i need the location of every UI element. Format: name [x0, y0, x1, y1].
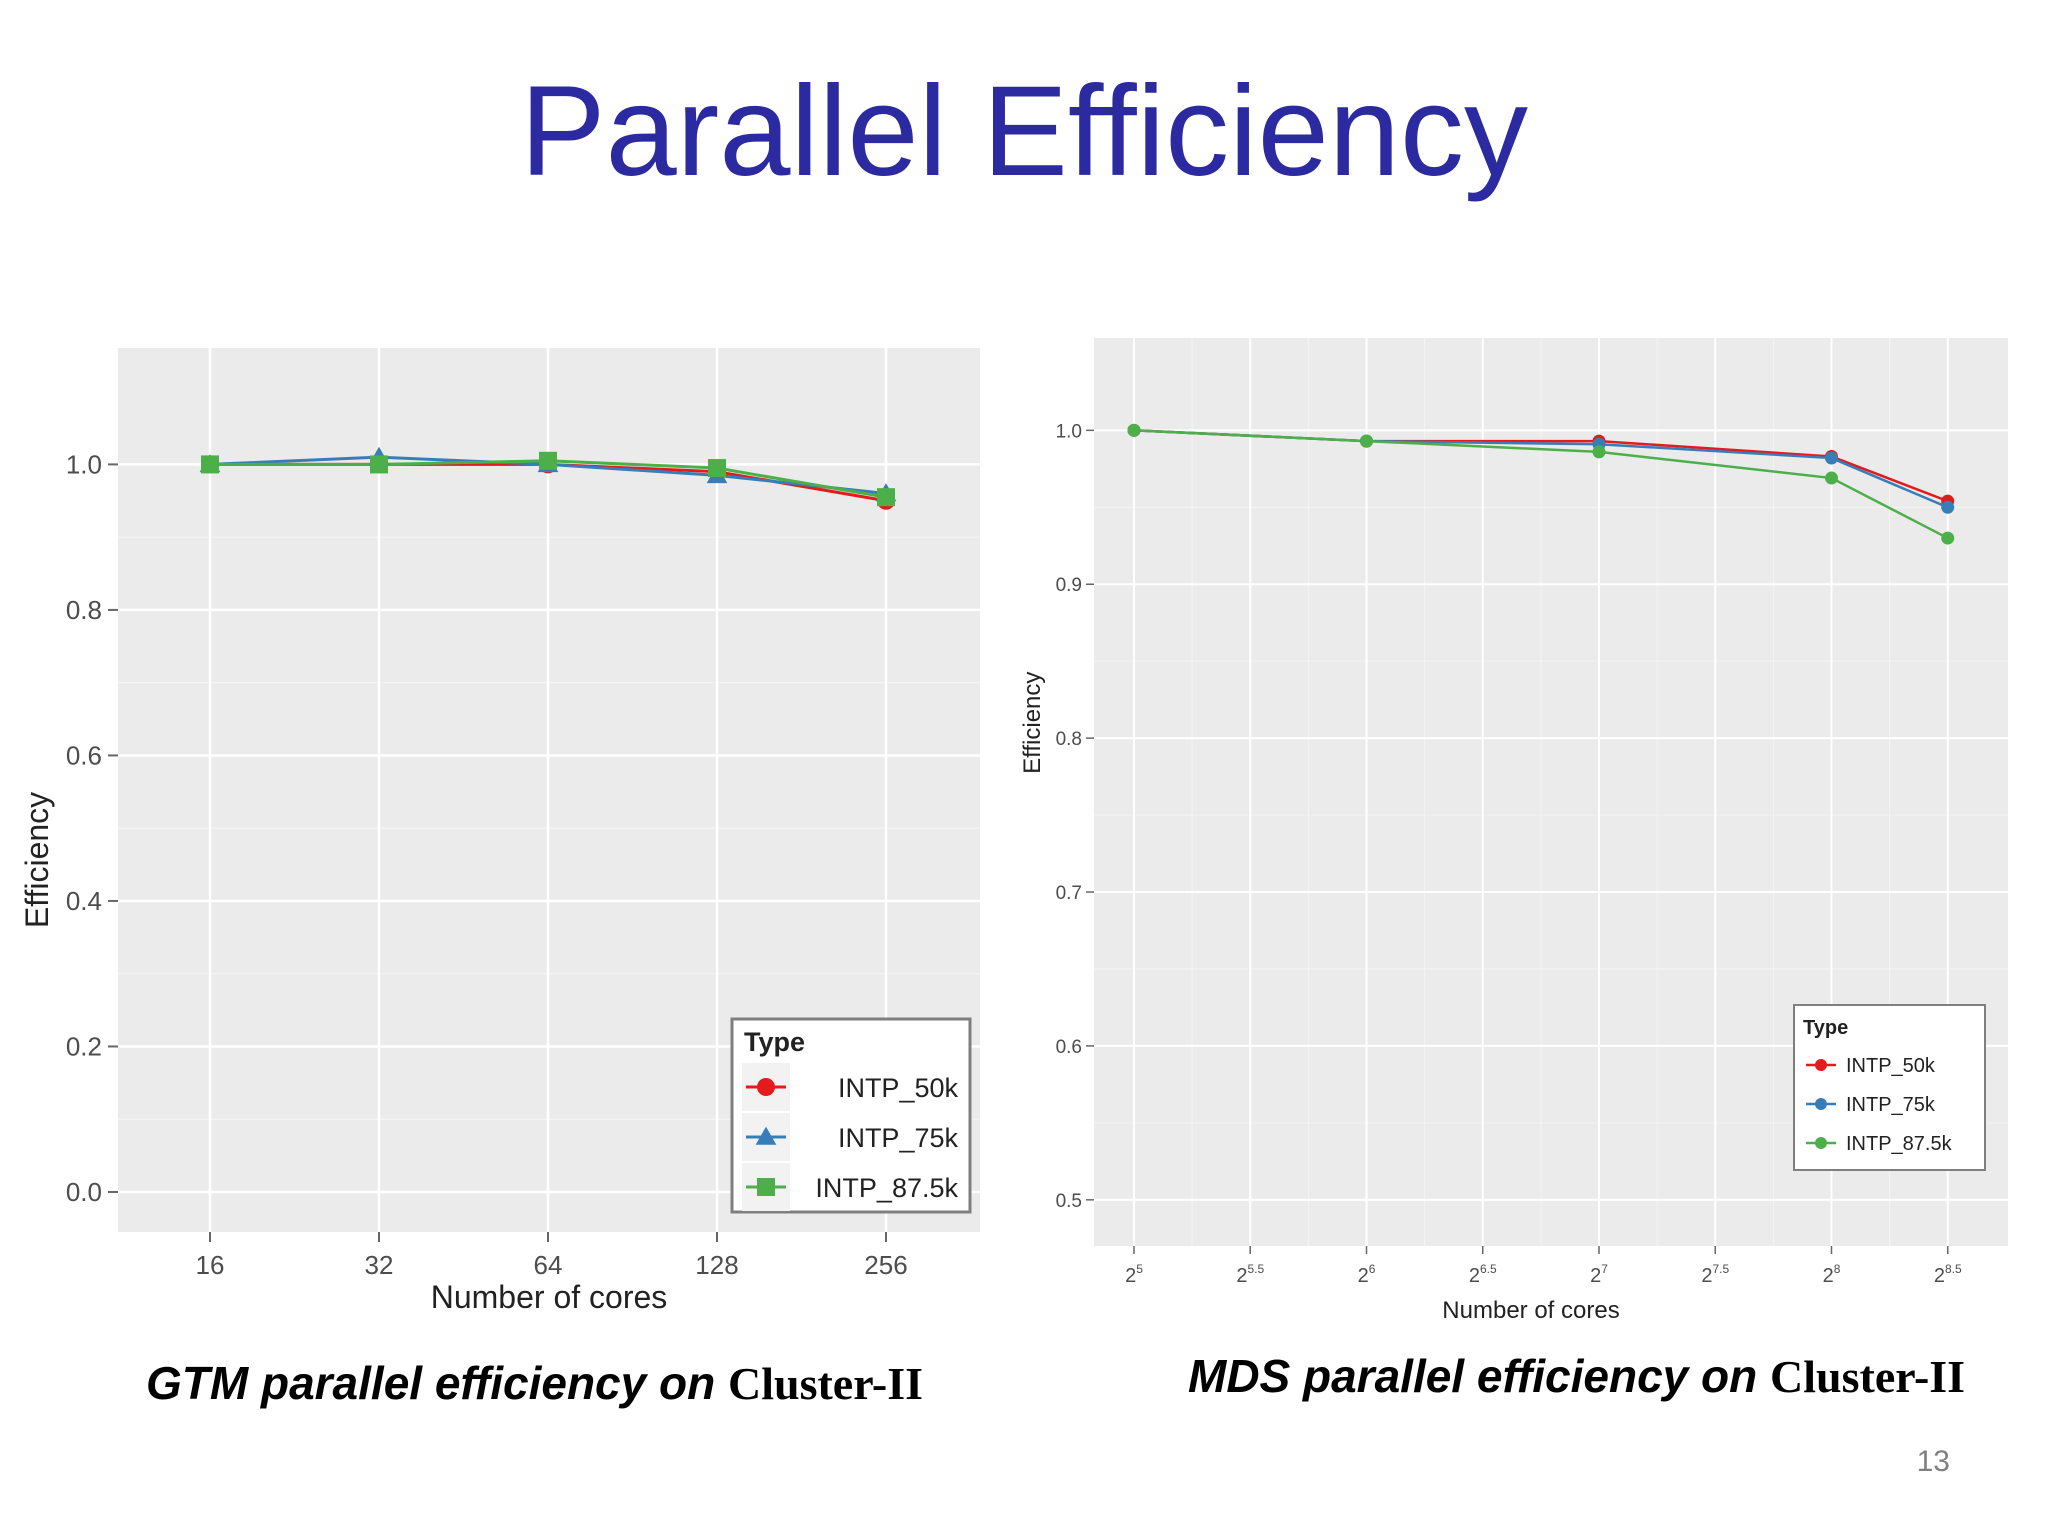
mds-efficiency-chart: 0.5 0.6 0.7 0.8 0.9 1.0 25 25.5 26 26.5 27 27.5 28 28… — [1019, 338, 2008, 1324]
mds-x-tick-label: 25.5 — [1236, 1262, 1264, 1287]
mds-point-INTP_75k — [1825, 451, 1838, 465]
gtm-y-tick-label: 0.6 — [66, 740, 102, 770]
mds-legend-label: INTP_50k — [1846, 1055, 1936, 1077]
gtm-caption-italic: GTM parallel efficiency on — [146, 1357, 728, 1409]
gtm-x-tick-label: 64 — [534, 1250, 563, 1280]
mds-caption-italic: MDS parallel efficiency on — [1188, 1350, 1771, 1402]
slide-title: Parallel Efficiency — [520, 60, 1528, 203]
gtm-x-axis-label: Number of cores — [431, 1279, 668, 1315]
mds-x-axis-label: Number of cores — [1442, 1297, 1619, 1324]
gtm-legend-key-marker — [757, 1178, 775, 1196]
mds-x-tick-label: 28.5 — [1934, 1262, 1962, 1287]
mds-y-tick-label: 0.7 — [1056, 883, 1082, 904]
page-number: 13 — [1916, 1445, 1950, 1478]
gtm-y-axis-label: Efficiency — [19, 792, 55, 928]
gtm-x-tick-label: 16 — [196, 1250, 225, 1280]
gtm-point-INTP_87.5k — [539, 451, 557, 470]
gtm-point-INTP_87.5k — [877, 488, 895, 507]
gtm-legend-key-marker — [755, 1126, 777, 1145]
gtm-y-tick-label: 1.0 — [66, 449, 102, 479]
mds-x-tick-label: 27.5 — [1701, 1262, 1729, 1287]
mds-x-tick-label: 26 — [1358, 1262, 1376, 1287]
mds-y-tick-label: 0.9 — [1056, 575, 1082, 596]
mds-point-INTP_87.5k — [1360, 434, 1373, 448]
gtm-legend-key-marker — [757, 1078, 775, 1096]
gtm-y-tick-label: 0.8 — [66, 595, 102, 625]
gtm-legend-title: Type — [744, 1027, 805, 1057]
mds-legend-title: Type — [1803, 1017, 1848, 1039]
mds-legend-key-marker — [1815, 1137, 1827, 1149]
gtm-x-tick-label: 32 — [365, 1250, 394, 1280]
mds-caption: MDS parallel efficiency on Cluster-II — [1188, 1348, 1965, 1405]
mds-point-INTP_87.5k — [1825, 471, 1838, 485]
mds-y-axis-label: Efficiency — [1019, 672, 1046, 774]
mds-y-tick-label: 0.6 — [1056, 1037, 1082, 1058]
mds-caption-cluster: Cluster-II — [1770, 1351, 1966, 1402]
mds-point-INTP_87.5k — [1941, 531, 1955, 545]
gtm-caption: GTM parallel efficiency on Cluster-II — [146, 1355, 923, 1412]
gtm-y-tick-label: 0.2 — [66, 1031, 102, 1061]
mds-y-tick-label: 0.5 — [1056, 1191, 1082, 1212]
mds-legend-key-marker — [1815, 1059, 1827, 1071]
gtm-point-INTP_87.5k — [708, 459, 726, 478]
mds-legend-label: INTP_87.5k — [1846, 1133, 1953, 1155]
mds-x-tick-label: 28 — [1823, 1262, 1841, 1287]
mds-y-tick-label: 0.8 — [1056, 729, 1082, 750]
gtm-legend-label: INTP_75k — [838, 1123, 959, 1153]
mds-x-tick-label: 26.5 — [1469, 1262, 1497, 1287]
mds-point-INTP_87.5k — [1592, 445, 1606, 459]
mds-legend-label: INTP_75k — [1846, 1094, 1936, 1116]
mds-legend-key-marker — [1815, 1098, 1827, 1110]
gtm-y-tick-label: 0.4 — [66, 886, 102, 916]
gtm-y-tick-label: 0.0 — [66, 1177, 102, 1207]
mds-x-tick-label: 27 — [1590, 1262, 1608, 1287]
gtm-legend-label: INTP_87.5k — [815, 1173, 958, 1203]
gtm-point-INTP_87.5k — [370, 455, 388, 474]
mds-point-INTP_87.5k — [1127, 423, 1141, 437]
gtm-x-tick-label: 256 — [864, 1250, 907, 1280]
mds-point-INTP_75k — [1941, 500, 1955, 514]
gtm-legend-label: INTP_50k — [838, 1073, 959, 1103]
gtm-x-tick-label: 128 — [695, 1250, 738, 1280]
mds-x-tick-label: 25 — [1125, 1262, 1143, 1287]
mds-y-tick-label: 1.0 — [1056, 421, 1082, 442]
gtm-point-INTP_87.5k — [201, 455, 219, 474]
gtm-caption-cluster: Cluster-II — [728, 1358, 924, 1409]
gtm-efficiency-chart: 0.0 0.2 0.4 0.6 0.8 1.0 16 32 64 128 256 Number of … — [19, 348, 980, 1315]
